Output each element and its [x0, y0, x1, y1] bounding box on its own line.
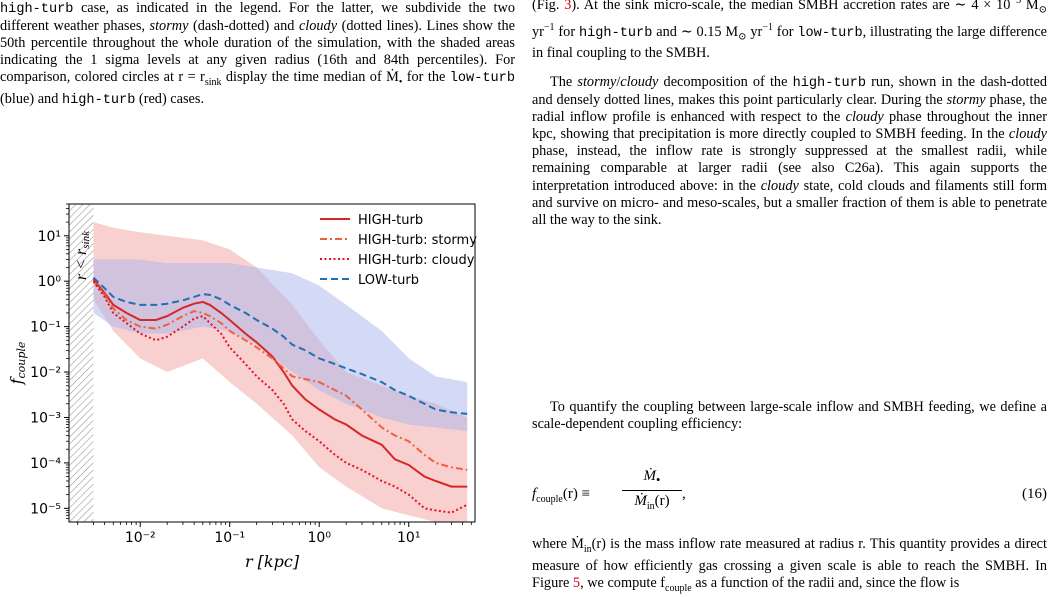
text-segment: 3 [564, 0, 572, 13]
text-segment: in [583, 543, 592, 555]
text-segment: • [398, 77, 403, 89]
text-segment: −1 [543, 21, 555, 33]
text-segment: high-turb [61, 93, 136, 109]
text-segment: −1 [762, 21, 773, 33]
y-axis-label: fcouple [7, 341, 28, 385]
text-segment: stormy [577, 74, 617, 90]
text-segment: yr [746, 23, 763, 40]
series-line-3 [92, 276, 468, 415]
text-segment: (Fig. [532, 0, 565, 13]
text-segment: , we compute f [580, 575, 666, 592]
text-segment: −3 [1010, 0, 1022, 6]
text-segment: case, as indicated in the legend. For th… [0, 0, 515, 35]
plot-frame [68, 203, 476, 523]
text-segment: where Ṁ [532, 536, 584, 552]
text-segment: (dotted lines). Lines show the 50th perc… [0, 18, 515, 86]
series-line-0 [92, 278, 468, 488]
eq-numerator: Ṁ [643, 468, 657, 484]
excluded-sink-region [69, 204, 94, 522]
text-segment: for [554, 23, 579, 40]
y-tick-label: 10⁻¹ [30, 320, 61, 336]
text-segment: low-turb [449, 71, 515, 87]
text-segment: for the [402, 69, 450, 86]
text-segment: phase, instead, the inflow rate is stron… [532, 143, 1047, 194]
sigma-band-1 [93, 259, 468, 432]
text-segment: low-turb [797, 25, 863, 41]
text-segment: ⊙ [1038, 4, 1047, 16]
eq-lhs-sub: couple [536, 494, 563, 505]
eq-numerator-sub: • [656, 473, 661, 487]
text-segment: as a function of the radii and, since th… [691, 575, 960, 592]
equation-16: fcouple(r) ≡ Ṁ• Ṁin(r) , (16) [532, 468, 1047, 512]
legend-label: HIGH-turb: stormy [358, 233, 477, 248]
text-segment: run, shown in the dash-dotted and densel… [532, 74, 1047, 109]
text-segment: couple [665, 582, 692, 594]
eq-denominator-arg: (r) [654, 493, 670, 509]
paragraph-4: where Ṁin(r) is the mass inflow rate mea… [532, 536, 1047, 597]
text-segment: M [1021, 0, 1039, 13]
x-tick-label: 10⁰ [308, 530, 332, 546]
equation-number: (16) [1022, 486, 1047, 502]
text-segment: (dash-dotted) and [188, 18, 299, 35]
series-line-1 [92, 280, 468, 471]
text-segment: sink [204, 77, 222, 89]
text-segment: cloudy [298, 18, 338, 35]
text-segment: ⊙ [738, 31, 747, 43]
text-segment: stormy [149, 18, 189, 35]
text-segment: , illustrating the large difference in f… [532, 23, 1048, 62]
x-tick-label: 10¹ [397, 530, 420, 546]
text-segment: high-turb [792, 76, 866, 91]
text-segment: decomposition of the [658, 74, 793, 90]
paragraph-1: (Fig. 3). At the sink micro-scale, the m… [532, 0, 1047, 63]
text-segment: To quantify the coupling between large-s… [532, 399, 1047, 433]
y-tick-label: 10¹ [38, 229, 61, 245]
legend-label: HIGH-turb [358, 213, 423, 228]
text-segment: phase, the radial inflow profile is enha… [532, 92, 1047, 126]
text-segment: (red) cases. [135, 91, 205, 108]
series-line-2 [92, 280, 468, 514]
text-segment: cloudy [760, 177, 799, 194]
text-segment: cloudy [845, 109, 884, 126]
y-tick-label: 10⁻⁴ [30, 456, 61, 472]
text-segment: phase throughout the inner kpc, showing … [532, 109, 1047, 143]
text-segment: yr [532, 23, 544, 40]
legend-label: LOW-turb [358, 273, 419, 288]
left-column: high-turb case, as indicated in the lege… [0, 0, 515, 571]
text-segment: 5 [572, 575, 581, 592]
y-tick-label: 10⁰ [38, 274, 62, 290]
y-tick-label: 10⁻² [30, 365, 61, 381]
text-segment: display the time median of Ṁ [221, 69, 399, 86]
text-segment: state, cold clouds and filaments still f… [532, 177, 1048, 228]
text-segment: high-turb [578, 25, 653, 41]
paragraph-2: The stormy/cloudy decomposition of the h… [532, 74, 1047, 229]
text-segment: and ∼ 0.15 M [652, 23, 739, 40]
eq-denominator: Ṁ [634, 493, 647, 509]
text-segment: cloudy [1008, 126, 1047, 143]
text-segment: The [550, 74, 578, 90]
eq-arg: (r) ≡ [562, 486, 591, 502]
x-axis-label: r [kpc] [245, 552, 300, 571]
x-tick-label: 10⁻¹ [214, 530, 245, 546]
coupling-figure: r < rsink 10⁻² 10⁻¹ 10⁰ 10¹10⁻⁵10⁻⁴10⁻³10⁻²… [7, 203, 477, 571]
eq-denominator-sub: in [646, 501, 655, 512]
figure-caption: high-turb case, as indicated in the lege… [0, 0, 515, 109]
text-segment: high-turb [0, 2, 74, 17]
paragraph-3: To quantify the coupling between large-s… [532, 399, 1047, 433]
y-tick-label: 10⁻⁵ [30, 501, 61, 517]
text-segment: (blue) and [0, 91, 62, 108]
text-segment: / [616, 74, 621, 90]
text-segment: stormy [946, 92, 986, 109]
legend-label: HIGH-turb: cloudy [358, 253, 475, 268]
text-segment: for [772, 23, 798, 40]
y-tick-label: 10⁻³ [30, 410, 61, 426]
text-segment: cloudy [620, 74, 659, 90]
x-tick-label: 10⁻² [125, 530, 156, 546]
eq-lhs: f [532, 486, 537, 502]
text-segment: ). At the sink micro-scale, the median S… [571, 0, 1011, 13]
